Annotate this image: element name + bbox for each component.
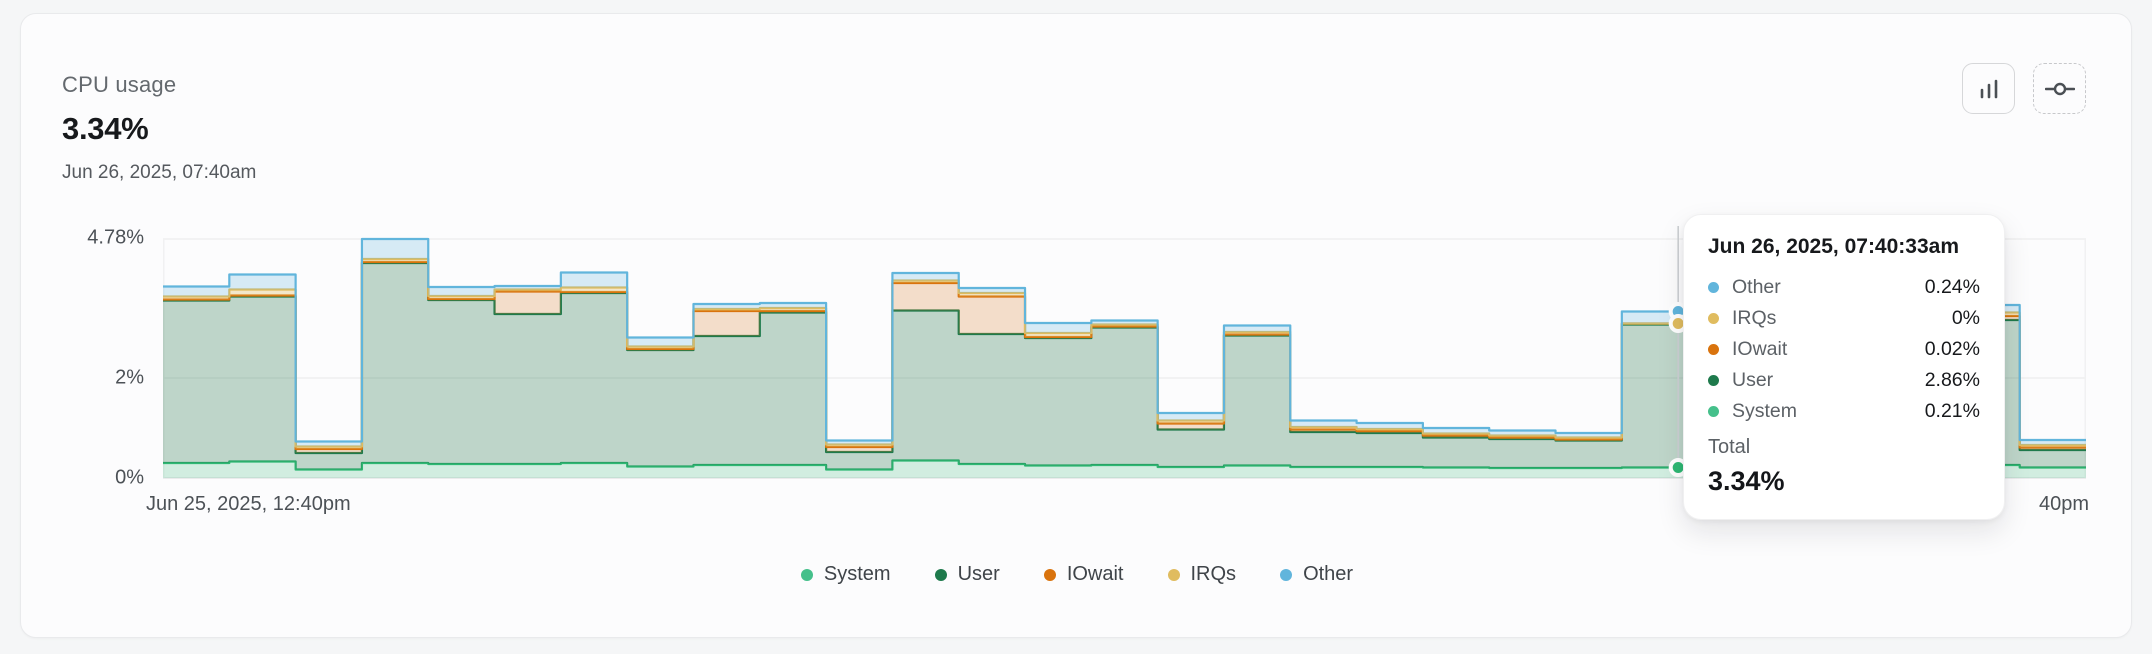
legend-label: IOwait	[1066, 563, 1124, 585]
chart-toolbar	[1962, 63, 2086, 114]
tooltip-series-value: 0%	[1951, 307, 1980, 329]
x-axis: Jun 25, 2025, 12:40pm 40pm	[146, 493, 2089, 516]
tooltip-series-value: 0.02%	[1924, 338, 1980, 360]
tooltip-series-value: 0.24%	[1924, 276, 1980, 298]
tooltip-row-other: Other 0.24%	[1708, 272, 1980, 303]
tooltip-series-name: IOwait	[1732, 338, 1788, 360]
chart-tooltip: Jun 26, 2025, 07:40:33am Other 0.24% IRQs 0…	[1683, 214, 2005, 520]
tooltip-series-name: IRQs	[1732, 307, 1777, 329]
area-band-system	[163, 460, 2086, 478]
tooltip-timestamp: Jun 26, 2025, 07:40:33am	[1708, 235, 1959, 258]
legend-dot-irqs	[1167, 568, 1180, 581]
tooltip-series-name: Other	[1732, 276, 1781, 298]
tooltip-dot-irqs	[1708, 313, 1719, 324]
y-tick-0: 0%	[115, 466, 144, 489]
tooltip-total-value: 3.34%	[1708, 466, 1785, 496]
tooltip-total-label: Total	[1708, 436, 1751, 458]
legend-dot-other	[1280, 568, 1293, 581]
legend-dot-iowait	[1043, 568, 1056, 581]
legend-item-system[interactable]: System	[800, 563, 891, 586]
cpu-usage-value: 3.34%	[62, 111, 149, 146]
tooltip-row-iowait: IOwait 0.02%	[1708, 334, 1980, 365]
legend-label: IRQs	[1190, 563, 1237, 585]
tooltip-dot-iowait	[1708, 344, 1719, 355]
tooltip-series-name: User	[1732, 369, 1774, 391]
legend-item-iowait[interactable]: IOwait	[1043, 563, 1124, 586]
bar-chart-icon	[1980, 79, 1997, 98]
tooltip-row-user: User 2.86%	[1708, 365, 1980, 396]
tooltip-row-system: System 0.21%	[1708, 396, 1980, 427]
y-tick-2: 2%	[115, 366, 144, 389]
bar-chart-view-button[interactable]	[1962, 63, 2015, 114]
legend-item-other[interactable]: Other	[1280, 563, 1353, 586]
legend-label: User	[957, 563, 1000, 585]
tooltip-series-value: 0.21%	[1924, 400, 1980, 422]
threshold-commit-icon	[2044, 82, 2075, 95]
legend-label: System	[823, 563, 891, 585]
threshold-button[interactable]	[2033, 63, 2086, 114]
legend-dot-system	[800, 568, 813, 581]
tooltip-dot-system	[1708, 406, 1719, 417]
tooltip-dot-user	[1708, 375, 1719, 386]
area-band-user	[163, 263, 2086, 470]
tooltip-series-value: 2.86%	[1924, 369, 1980, 391]
legend-dot-user	[934, 568, 947, 581]
tooltip-dot-other	[1708, 282, 1719, 293]
legend-item-user[interactable]: User	[934, 563, 1000, 586]
card-title: CPU usage	[62, 72, 177, 97]
y-tick-478: 4.78%	[87, 226, 144, 249]
chart-legend: System User IOwait IRQs Other	[21, 563, 2133, 586]
x-tick-end: 40pm	[2038, 493, 2089, 515]
x-tick-start: Jun 25, 2025, 12:40pm	[146, 493, 351, 515]
legend-label: Other	[1303, 563, 1354, 585]
legend-item-irqs[interactable]: IRQs	[1167, 563, 1237, 586]
tooltip-series-name: System	[1732, 400, 1798, 422]
cpu-usage-timestamp: Jun 26, 2025, 07:40am	[62, 162, 257, 183]
tooltip-row-irqs: IRQs 0%	[1708, 303, 1980, 334]
